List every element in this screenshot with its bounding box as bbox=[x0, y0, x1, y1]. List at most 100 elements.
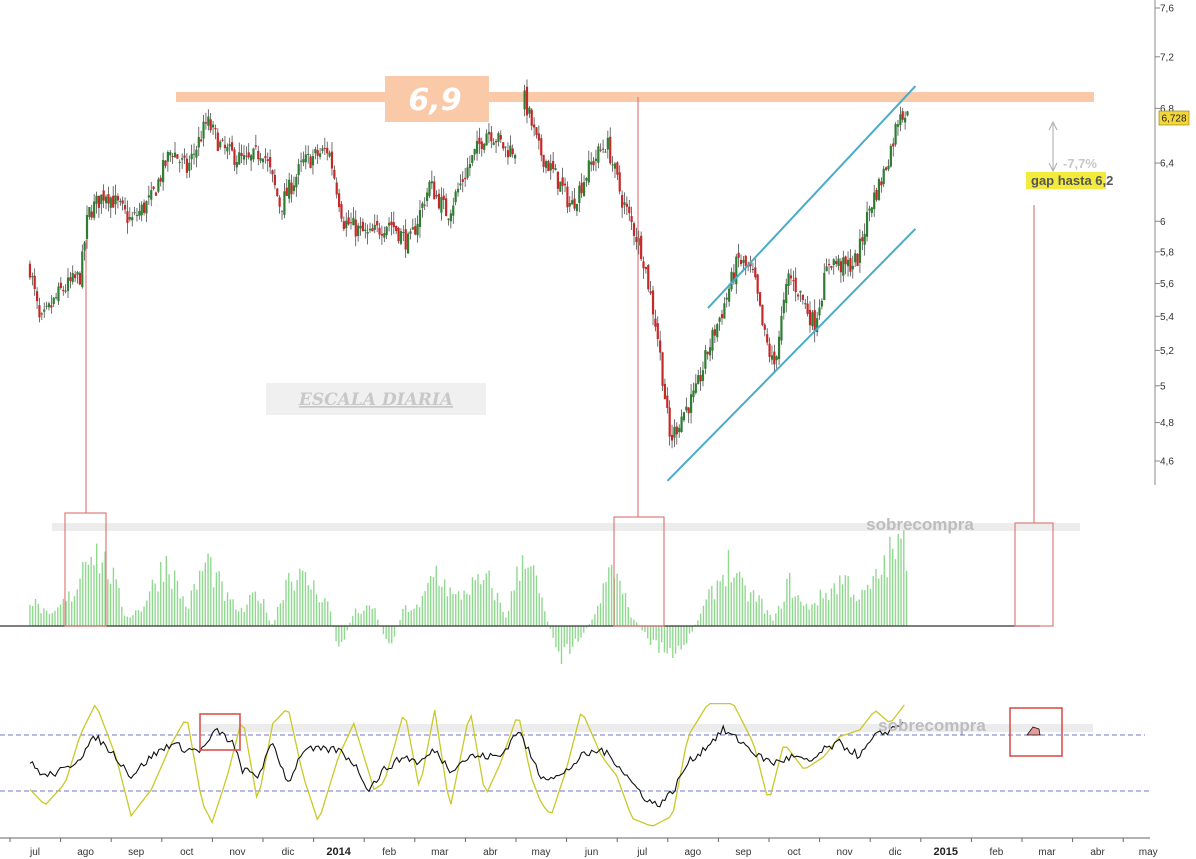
candle-body bbox=[875, 189, 878, 200]
year-label: 2015 bbox=[934, 846, 958, 858]
candle-body bbox=[494, 140, 498, 143]
candle-body bbox=[630, 216, 633, 223]
candle-body bbox=[618, 172, 621, 192]
price-candles bbox=[28, 79, 909, 449]
candle-body bbox=[613, 163, 617, 169]
price-axis: 4,6 4,8 5 5,2 5,4 5,6 5,8 6 6,4 6,8 7,2 7,6 bbox=[1154, 0, 1174, 485]
candle-body bbox=[647, 265, 650, 290]
candle-body bbox=[359, 225, 362, 229]
candle-body bbox=[169, 152, 172, 156]
price-tick-label: 5 bbox=[1160, 381, 1166, 392]
candle-body bbox=[447, 218, 450, 220]
candle-body bbox=[112, 195, 115, 208]
candle-body bbox=[789, 275, 793, 279]
candle-body bbox=[640, 235, 643, 259]
candle-body bbox=[585, 178, 588, 181]
candle-body bbox=[421, 203, 424, 208]
candle-body bbox=[763, 324, 766, 330]
candle-body bbox=[442, 195, 445, 200]
candle-body bbox=[892, 143, 895, 147]
candle-body bbox=[794, 277, 797, 293]
candle-body bbox=[164, 160, 167, 166]
candle-body bbox=[525, 86, 529, 116]
candle-body bbox=[354, 219, 357, 237]
candle-body bbox=[780, 315, 783, 341]
month-label: nov bbox=[837, 847, 853, 858]
candle-body bbox=[573, 198, 576, 209]
candle-body bbox=[128, 217, 131, 220]
candle-body bbox=[335, 182, 338, 195]
month-label: mar bbox=[1038, 847, 1056, 858]
candle-body bbox=[554, 168, 557, 171]
candle-body bbox=[868, 208, 871, 211]
candle-body bbox=[528, 107, 531, 114]
candle-body bbox=[870, 207, 873, 214]
candle-body bbox=[276, 188, 279, 197]
candle-body bbox=[732, 272, 735, 282]
candle-body bbox=[799, 290, 802, 293]
candle-body bbox=[428, 181, 431, 197]
candle-body bbox=[181, 158, 184, 160]
candle-body bbox=[773, 351, 776, 365]
candle-body bbox=[340, 204, 343, 219]
candle-body bbox=[95, 195, 98, 204]
candle-body bbox=[699, 375, 702, 382]
candle-body bbox=[844, 256, 847, 265]
last-price-box bbox=[1158, 110, 1190, 126]
candle-body bbox=[387, 222, 391, 226]
candle-body bbox=[730, 271, 733, 290]
candle-body bbox=[720, 314, 724, 319]
candle-body bbox=[506, 150, 510, 158]
candle-body bbox=[813, 310, 816, 332]
candle-body bbox=[644, 267, 647, 270]
candle-body bbox=[392, 222, 395, 228]
month-label: dic bbox=[282, 847, 295, 858]
candle-body bbox=[904, 117, 907, 123]
price-tick-label: 7,6 bbox=[1160, 4, 1174, 15]
candle-body bbox=[183, 155, 186, 158]
candle-body bbox=[637, 237, 640, 246]
candle-body bbox=[295, 176, 298, 188]
resistance-label-box bbox=[385, 76, 489, 122]
candle-body bbox=[480, 141, 483, 150]
candle-body bbox=[211, 124, 215, 128]
price-tick-label: 5,8 bbox=[1160, 247, 1174, 258]
candle-body bbox=[837, 258, 840, 266]
candle-body bbox=[884, 167, 888, 170]
price-tick-label: 4,6 bbox=[1160, 457, 1174, 468]
candle-body bbox=[668, 407, 671, 437]
candle-body bbox=[321, 148, 324, 151]
candle-body bbox=[675, 426, 678, 435]
histogram-highlight-3 bbox=[1014, 522, 1054, 627]
candle-body bbox=[307, 154, 310, 156]
candle-body bbox=[190, 153, 193, 160]
candle-body bbox=[69, 277, 72, 281]
candle-body bbox=[330, 151, 334, 169]
candle-body bbox=[609, 136, 612, 164]
candle-body bbox=[152, 186, 155, 189]
candle-body bbox=[357, 225, 360, 236]
candle-body bbox=[119, 200, 122, 202]
candle-body bbox=[135, 215, 139, 217]
histogram-highlight-2 bbox=[613, 516, 665, 627]
candle-body bbox=[171, 155, 174, 158]
candle-body bbox=[718, 317, 721, 322]
candle-body bbox=[818, 307, 821, 316]
candle-body bbox=[775, 356, 778, 361]
candle-body bbox=[71, 272, 74, 282]
candle-body bbox=[540, 138, 543, 156]
candle-body bbox=[64, 290, 67, 292]
candle-body bbox=[466, 167, 469, 178]
candle-body bbox=[278, 197, 281, 207]
candle-body bbox=[490, 132, 493, 142]
candle-body bbox=[416, 223, 419, 236]
candle-body bbox=[430, 181, 433, 184]
candle-body bbox=[461, 179, 464, 183]
candle-body bbox=[471, 155, 474, 163]
candle-body bbox=[561, 177, 564, 186]
candle-body bbox=[894, 124, 897, 145]
candle-body bbox=[316, 150, 319, 156]
candle-body bbox=[200, 139, 203, 142]
month-label: mar bbox=[431, 847, 449, 858]
candle-body bbox=[440, 197, 443, 213]
